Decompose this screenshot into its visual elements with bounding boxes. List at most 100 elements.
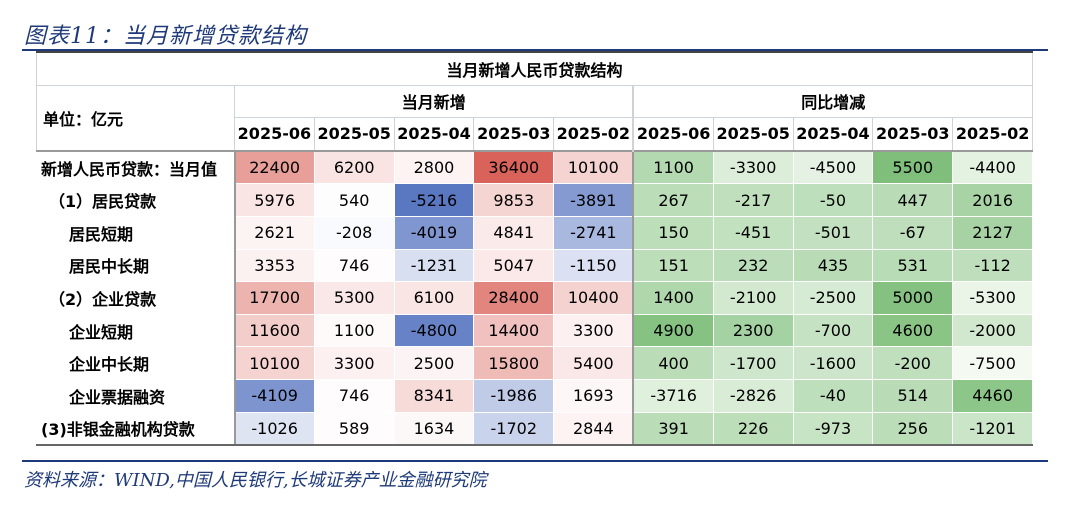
yoy-change-cell: 435 — [792, 248, 874, 283]
new-loan-cell: 1100 — [313, 313, 395, 348]
new-loan-cell: 3300 — [553, 313, 635, 348]
row-label: 居民短期 — [36, 215, 236, 250]
yoy-change-cell: -50 — [792, 183, 874, 217]
yoy-change-cell: 150 — [632, 215, 714, 250]
yoy-change-cell: 5000 — [872, 281, 954, 315]
new-loan-cell: 5047 — [473, 248, 555, 283]
month-header: 2025-06 — [234, 117, 315, 152]
row-label: 新增人民币贷款：当月值 — [36, 149, 236, 185]
new-loan-cell: 9853 — [473, 183, 555, 217]
yoy-change-cell: 2016 — [952, 183, 1034, 217]
yoy-change-cell: 514 — [872, 378, 954, 413]
yoy-change-cell: -973 — [792, 411, 874, 447]
table-row: 居民短期 2621 -208 -4019 4841 -2741 150 -451 -501 -67… — [36, 215, 1034, 250]
table-row: （1）居民贷款 5976 540 -5216 9853 -3891 267 -217 -50 44… — [36, 183, 1034, 217]
row-label: 企业中长期 — [36, 346, 236, 380]
table-body: 新增人民币贷款：当月值 22400 6200 2800 36400 10100 1100 -3… — [36, 149, 1034, 447]
new-loan-cell: 11600 — [234, 313, 315, 348]
new-loan-cell: -3891 — [553, 183, 635, 217]
yoy-change-cell: -2826 — [712, 378, 794, 413]
yoy-change-cell: 2300 — [712, 313, 794, 348]
yoy-change-cell: -4500 — [792, 149, 874, 185]
new-loan-cell: 2800 — [393, 149, 475, 185]
new-loan-cell: -2741 — [553, 215, 635, 250]
new-loan-cell: 10400 — [553, 281, 635, 315]
source-note: 资料来源：WIND,中国人民银行,长城证券产业金融研究院 — [24, 470, 487, 491]
month-header: 2025-05 — [313, 117, 395, 152]
yoy-change-cell: 226 — [712, 411, 794, 447]
month-header: 2025-06 — [632, 117, 714, 152]
yoy-change-cell: 151 — [632, 248, 714, 283]
yoy-change-cell: 232 — [712, 248, 794, 283]
month-header: 2025-04 — [792, 117, 874, 152]
unit-label: 单位：亿元 — [36, 84, 235, 152]
month-header: 2025-04 — [393, 117, 475, 152]
new-loan-cell: 589 — [313, 411, 395, 447]
new-loan-cell: 3300 — [313, 346, 395, 380]
row-label: 企业票据融资 — [36, 378, 236, 413]
yoy-change-cell: -1600 — [792, 346, 874, 380]
yoy-change-cell: 4900 — [632, 313, 714, 348]
new-loan-cell: 8341 — [393, 378, 475, 413]
table-row: 企业票据融资 -4109 746 8341 -1986 1693 -3716 -2826 -40… — [36, 378, 1034, 413]
group-header-yoy: 同比增减 — [632, 84, 1034, 119]
new-loan-cell: -5216 — [393, 183, 475, 217]
row-label: 居民中长期 — [36, 248, 236, 283]
new-loan-cell: 5300 — [313, 281, 395, 315]
new-loan-cell: 15800 — [473, 346, 555, 380]
new-loan-cell: 36400 — [473, 149, 555, 185]
caption-rule — [22, 49, 1048, 51]
yoy-change-cell: 447 — [872, 183, 954, 217]
yoy-change-cell: -1201 — [952, 411, 1034, 447]
new-loan-cell: 6200 — [313, 149, 395, 185]
yoy-change-cell: -1700 — [712, 346, 794, 380]
yoy-change-cell: 4600 — [872, 313, 954, 348]
new-loan-cell: 5976 — [234, 183, 315, 217]
new-loan-cell: 6100 — [393, 281, 475, 315]
table-row: （2）企业贷款 17700 5300 6100 28400 10400 1400 -2100-… — [36, 281, 1034, 315]
yoy-change-cell: 256 — [872, 411, 954, 447]
table-row: (3)非银金融机构贷款 -1026 589 1634 -1702 2844 391 226 -9… — [36, 411, 1034, 447]
new-loan-cell: 22400 — [234, 149, 315, 185]
yoy-change-cell: -2500 — [792, 281, 874, 315]
row-label: (3)非银金融机构贷款 — [36, 411, 236, 447]
new-loan-cell: -1986 — [473, 378, 555, 413]
new-loan-cell: 10100 — [234, 346, 315, 380]
yoy-change-cell: 1100 — [632, 149, 714, 185]
new-loan-cell: 746 — [313, 378, 395, 413]
yoy-change-cell: -2100 — [712, 281, 794, 315]
table-row: 居民中长期 3353 746 -1231 5047 -1150 151 232 435 531 -1… — [36, 248, 1034, 283]
new-loan-cell: 3353 — [234, 248, 315, 283]
yoy-change-cell: -501 — [792, 215, 874, 250]
new-loan-cell: 5400 — [553, 346, 635, 380]
new-loan-cell: 540 — [313, 183, 395, 217]
yoy-change-cell: 267 — [632, 183, 714, 217]
new-loan-cell: 2500 — [393, 346, 475, 380]
yoy-change-cell: -67 — [872, 215, 954, 250]
month-header: 2025-03 — [473, 117, 555, 152]
new-loan-cell: -4019 — [393, 215, 475, 250]
yoy-change-cell: 4460 — [952, 378, 1034, 413]
month-header: 2025-02 — [952, 117, 1034, 152]
month-header-row: 2025-06 2025-05 2025-04 2025-03 2025-02 … — [37, 117, 1034, 152]
new-loan-cell: 1634 — [393, 411, 475, 447]
new-loan-cell: -4800 — [393, 313, 475, 348]
new-loan-cell: 17700 — [234, 281, 315, 315]
new-loan-cell: -4109 — [234, 378, 315, 413]
yoy-change-cell: -200 — [872, 346, 954, 380]
new-loan-cell: -1702 — [473, 411, 555, 447]
yoy-change-cell: -2000 — [952, 313, 1034, 348]
yoy-change-cell: 5500 — [872, 149, 954, 185]
yoy-change-cell: -112 — [952, 248, 1034, 283]
table-row: 企业中长期 10100 3300 2500 15800 5400 400 -1700 -1600… — [36, 346, 1034, 380]
yoy-change-cell: 391 — [632, 411, 714, 447]
month-header: 2025-05 — [712, 117, 794, 152]
yoy-change-cell: -5300 — [952, 281, 1034, 315]
yoy-change-cell: -3716 — [632, 378, 714, 413]
source-rule — [22, 460, 1048, 462]
new-loan-cell: -1150 — [553, 248, 635, 283]
yoy-change-cell: -40 — [792, 378, 874, 413]
new-loan-cell: 14400 — [473, 313, 555, 348]
table-row: 新增人民币贷款：当月值 22400 6200 2800 36400 10100 1100 -3… — [36, 149, 1034, 185]
yoy-change-cell: -3300 — [712, 149, 794, 185]
